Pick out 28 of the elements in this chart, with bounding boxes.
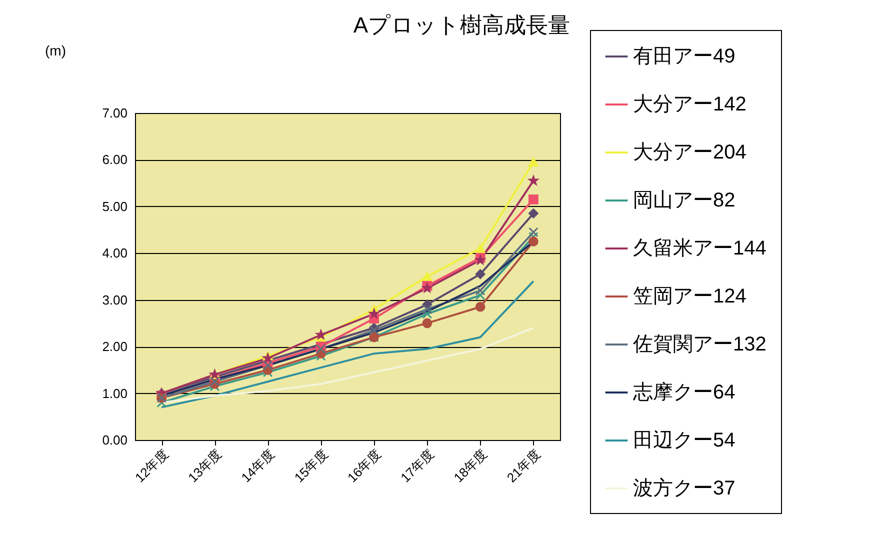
legend-label: 波方クー37 — [633, 476, 736, 500]
x-tick-label: 21年度 — [504, 446, 544, 486]
y-tick-label: 6.00 — [102, 152, 128, 168]
legend-label: 佐賀関アー132 — [633, 334, 766, 356]
legend-label: 久留米アー144 — [633, 238, 766, 260]
legend-label: 笠岡アー124 — [633, 286, 746, 308]
x-tick-label: 13年度 — [185, 446, 224, 486]
y-tick-label: 3.00 — [102, 292, 128, 308]
y-tick-label: 0.00 — [102, 432, 128, 448]
x-tick-label: 17年度 — [398, 446, 437, 486]
y-tick-label: 4.00 — [102, 246, 128, 261]
legend-label: 田辺クー54 — [633, 430, 736, 452]
y-tick-label: 1.00 — [102, 386, 128, 401]
x-tick-label: 12年度 — [132, 446, 172, 486]
x-tick-label: 16年度 — [344, 446, 384, 486]
y-axis-title: (m) — [45, 42, 66, 58]
legend-label: 志摩クー64 — [633, 382, 736, 404]
legend-label: 大分アー142 — [633, 94, 746, 116]
legend-label: 大分アー204 — [633, 142, 746, 164]
y-tick-label: 7.00 — [102, 106, 128, 120]
chart-title: Aプロット樹高成長量 — [353, 12, 570, 38]
x-tick-label: 18年度 — [450, 446, 490, 486]
legend-label: 岡山アー82 — [633, 190, 736, 212]
legend-label: 有田アー49 — [633, 46, 736, 68]
x-tick-label: 15年度 — [291, 446, 331, 486]
y-tick-label: 2.00 — [102, 339, 128, 354]
x-tick-label: 14年度 — [238, 446, 278, 486]
y-tick-label: 5.00 — [102, 198, 128, 214]
